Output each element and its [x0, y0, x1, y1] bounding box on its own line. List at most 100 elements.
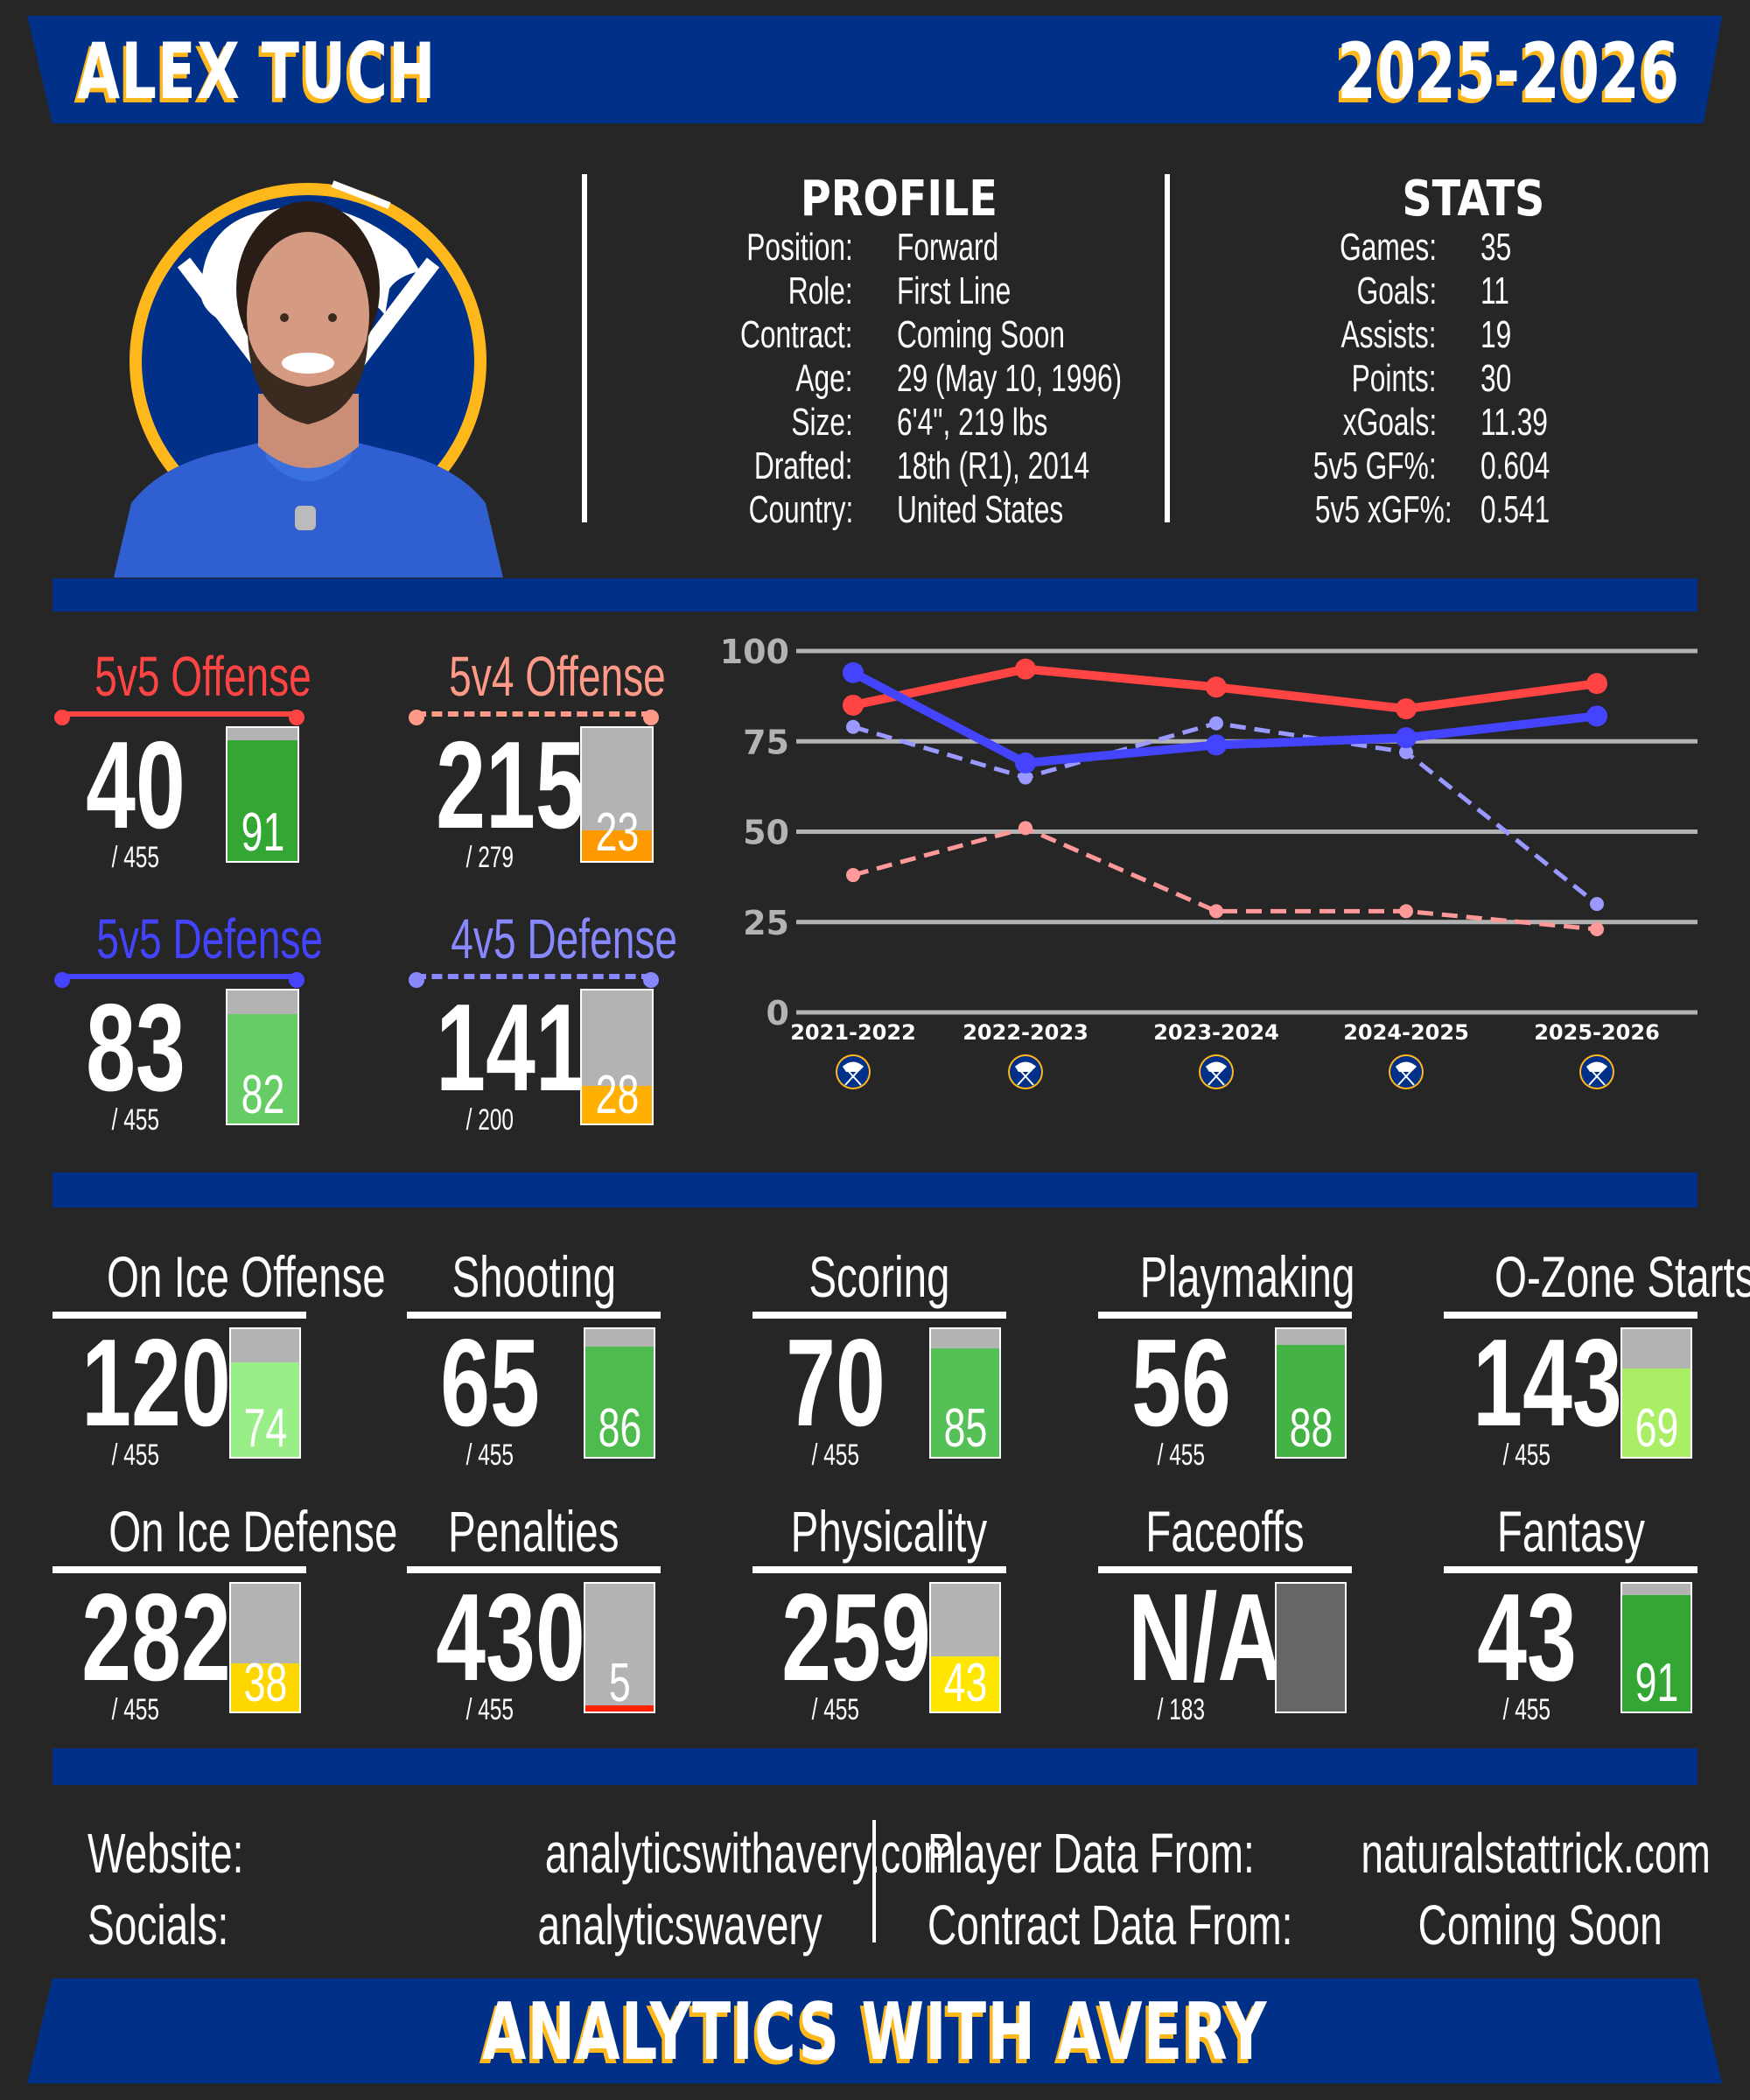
data-point	[1396, 698, 1417, 720]
rank-value: 40	[86, 716, 186, 855]
profile-label: Drafted:	[754, 444, 853, 487]
rank-total: / 455	[811, 1693, 860, 1726]
metric-card-title: Shooting	[452, 1244, 616, 1309]
profile-label: Contract:	[740, 313, 853, 356]
percentile-value: 82	[241, 1065, 284, 1125]
website-link[interactable]: analyticswithavery.com	[544, 1822, 957, 1885]
stats-label: Points:	[1352, 357, 1437, 400]
percentile-bar: 43	[929, 1582, 1001, 1713]
sabres-logo-icon	[1008, 1054, 1043, 1089]
percentile-value: 23	[595, 802, 639, 863]
metric-card-title: Penalties	[448, 1499, 620, 1564]
percentile-value: 38	[243, 1653, 287, 1713]
x-tick-label: 2021-2022	[790, 1020, 916, 1045]
player-photo-area	[109, 158, 512, 578]
y-tick-label: 100	[720, 633, 789, 671]
metric-card-title: On Ice Offense	[106, 1244, 386, 1309]
metric-card-title: Fantasy	[1496, 1499, 1645, 1564]
rank-total: / 455	[811, 1438, 860, 1472]
percentile-bar: 38	[229, 1582, 301, 1713]
percentile-value: 91	[1634, 1653, 1678, 1713]
contract-data-source: Coming Soon	[1418, 1894, 1662, 1956]
rank-total: / 455	[111, 841, 160, 874]
legend-dot	[54, 710, 70, 725]
x-tick-label: 2025-2026	[1534, 1020, 1660, 1045]
footer-banner	[27, 1978, 1722, 2083]
data-point	[1209, 716, 1223, 731]
title-underline	[407, 1312, 661, 1319]
rank-total: / 455	[111, 1693, 160, 1726]
stats-value: 35	[1480, 226, 1512, 269]
rank-total: / 455	[466, 1438, 514, 1472]
sabres-logo-icon	[836, 1054, 871, 1089]
profile-label: Position:	[746, 226, 853, 269]
title-underline	[1444, 1312, 1698, 1319]
metric-card: On Ice Offense 120 / 455 74	[52, 1245, 386, 1471]
title-underline	[752, 1566, 1006, 1573]
profile-value: First Line	[897, 270, 1012, 312]
player-data-source[interactable]: naturalstattrick.com	[1361, 1822, 1711, 1885]
y-tick-label: 75	[743, 723, 789, 761]
data-point	[1015, 658, 1036, 680]
percentile-value: 74	[243, 1398, 287, 1459]
percentile-value: 5	[608, 1653, 631, 1713]
stats-value: 0.541	[1480, 488, 1550, 531]
metric-card: Shooting 65 / 455 86	[407, 1244, 661, 1471]
data-point	[843, 662, 864, 683]
legend-dot	[289, 710, 304, 725]
percentile-bar: 88	[1275, 1327, 1347, 1459]
metric-card: Fantasy 43 / 455 91	[1444, 1499, 1698, 1726]
percentile-bar: 85	[929, 1327, 1001, 1459]
split-card-title: 5v5 Offense	[94, 645, 312, 708]
rank-value: 56	[1131, 1313, 1231, 1452]
profile-value: 6'4", 219 lbs	[897, 401, 1048, 444]
socials-handle[interactable]: analyticswavery	[537, 1894, 822, 1956]
percentile-bar: 69	[1620, 1327, 1692, 1459]
percentile-bar	[1275, 1582, 1347, 1713]
footer-divider	[872, 1820, 876, 1942]
sabres-logo-icon	[1389, 1054, 1424, 1089]
title-underline	[1098, 1312, 1352, 1319]
split-card-title: 4v5 Defense	[451, 907, 678, 970]
legend-dot	[409, 710, 424, 725]
split-card: 4v5 Defense 141 / 200 28	[407, 910, 677, 1136]
player-headshot	[114, 201, 503, 578]
rank-total: / 200	[466, 1103, 514, 1137]
stats-label: Goals:	[1356, 270, 1437, 312]
title-underline	[407, 1566, 661, 1573]
percentile-fill	[1277, 1344, 1345, 1457]
legend-dot	[643, 710, 659, 725]
data-point	[1209, 904, 1223, 919]
legend-dot	[289, 972, 304, 988]
data-point	[1586, 673, 1607, 695]
rank-total: / 279	[466, 841, 514, 874]
stats-title: STATS	[1402, 171, 1545, 228]
percentile-fill	[585, 1704, 654, 1712]
percentile-value: 85	[943, 1398, 987, 1459]
player-data-label: Player Data From:	[928, 1822, 1255, 1885]
legend-line	[61, 974, 298, 979]
split-card: 5v4 Offense 215 / 279 23	[407, 648, 666, 873]
split-card: 5v5 Defense 83 / 455 82	[52, 910, 323, 1136]
section-divider-bar	[52, 1172, 1698, 1208]
rank-value: 259	[781, 1568, 931, 1707]
stats-value: 19	[1480, 313, 1512, 356]
y-tick-label: 0	[766, 994, 789, 1032]
percentile-fill	[582, 1086, 652, 1124]
y-tick-label: 25	[743, 904, 789, 942]
rank-value: 141	[436, 978, 585, 1117]
split-card-title: 5v4 Offense	[449, 645, 666, 708]
percentile-fill	[1277, 1584, 1345, 1712]
x-tick-label: 2022-2023	[962, 1020, 1088, 1045]
season-label: 2025-2026	[1337, 26, 1680, 116]
legend-dot	[54, 972, 70, 988]
percentile-bar: 91	[1620, 1582, 1692, 1713]
profile-label: Age:	[795, 357, 853, 400]
rank-value: 120	[81, 1313, 231, 1452]
percentile-value: 43	[943, 1653, 987, 1713]
rank-total: / 455	[1157, 1438, 1206, 1472]
brand-name: ANALYTICS WITH AVERY	[482, 1986, 1268, 2078]
rank-value: 83	[86, 978, 186, 1117]
metric-card: Playmaking 56 / 455 88	[1098, 1245, 1354, 1471]
data-point	[1015, 752, 1036, 774]
